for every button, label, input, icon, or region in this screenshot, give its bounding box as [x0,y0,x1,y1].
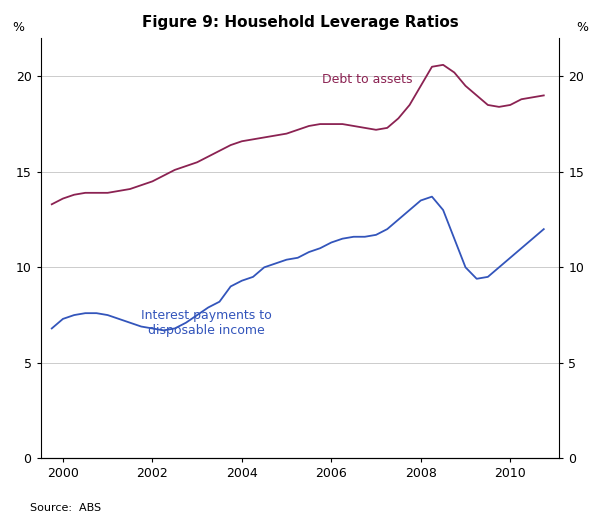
Text: Source:  ABS: Source: ABS [30,503,101,513]
Text: Debt to assets: Debt to assets [322,73,413,86]
Text: %: % [12,21,24,34]
Title: Figure 9: Household Leverage Ratios: Figure 9: Household Leverage Ratios [142,15,458,30]
Text: Interest payments to
disposable income: Interest payments to disposable income [140,310,271,337]
Text: %: % [576,21,588,34]
